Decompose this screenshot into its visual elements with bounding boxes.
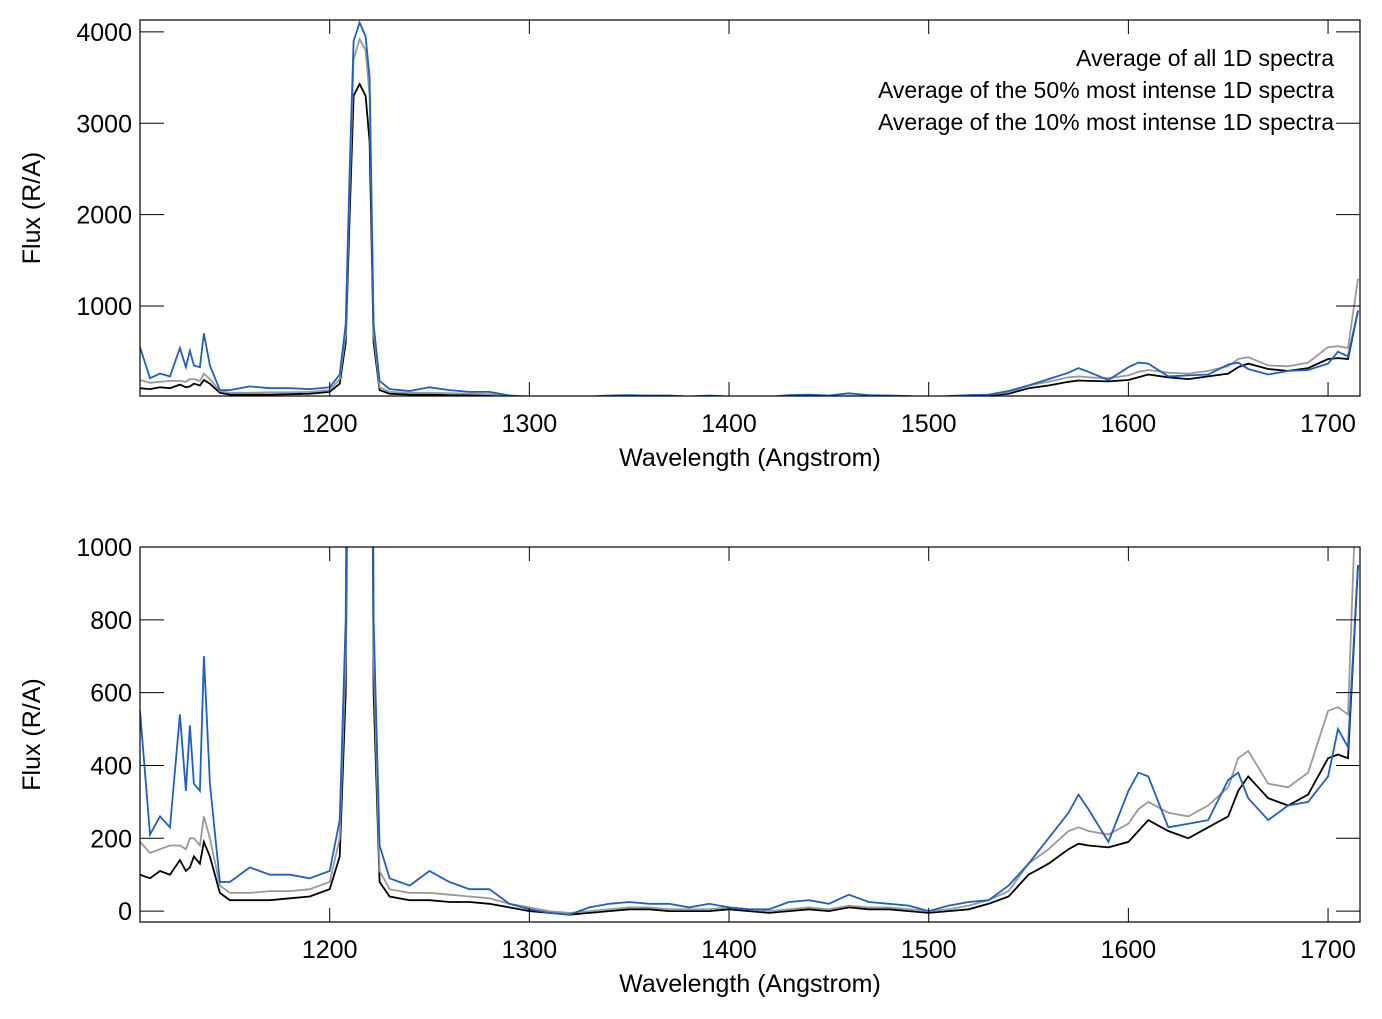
x-tick-label: 1500: [901, 936, 957, 964]
line-series: [140, 82, 1359, 396]
x-tick-label: 1300: [502, 936, 558, 964]
plot-area: [140, 547, 1359, 916]
legend-entry: Average of all 1D spectra: [1076, 45, 1334, 71]
x-tick-label: 1700: [1300, 936, 1356, 964]
y-tick-label: 0: [118, 898, 132, 926]
y-tick-label: 800: [90, 607, 132, 635]
legend-entry: Average of the 50% most intense 1D spect…: [878, 77, 1334, 103]
y-tick-label: 1000: [76, 293, 132, 321]
x-axis-label: Wavelength (Angstrom): [619, 444, 881, 472]
x-axis-label: Wavelength (Angstrom): [619, 970, 881, 998]
line-series: [140, 547, 1355, 914]
y-tick-label: 1000: [76, 534, 132, 562]
plot-frame: [139, 546, 1361, 923]
y-tick-label: 200: [90, 825, 132, 853]
x-tick-label: 1300: [502, 410, 558, 438]
line-series: [140, 36, 1359, 396]
x-tick-label: 1500: [901, 410, 957, 438]
x-tick-label: 1200: [302, 936, 358, 964]
x-tick-label: 1400: [701, 936, 757, 964]
y-axis-label: Flux (R/A): [18, 152, 46, 265]
line-series: [140, 547, 1359, 916]
x-tick-label: 1400: [701, 410, 757, 438]
y-tick-label: 2000: [76, 202, 132, 230]
legend-entry: Average of the 10% most intense 1D spect…: [878, 109, 1334, 135]
y-tick-label: 3000: [76, 110, 132, 138]
x-tick-label: 1700: [1300, 410, 1356, 438]
y-tick-label: 600: [90, 680, 132, 708]
y-tick-label: 400: [90, 752, 132, 780]
x-tick-label: 1200: [302, 410, 358, 438]
plot-frame: [139, 19, 1361, 397]
x-tick-label: 1600: [1101, 410, 1157, 438]
line-series: [140, 547, 1359, 916]
y-tick-label: 4000: [76, 19, 132, 47]
y-axis-label: Flux (R/A): [18, 678, 46, 791]
x-tick-label: 1600: [1101, 936, 1157, 964]
